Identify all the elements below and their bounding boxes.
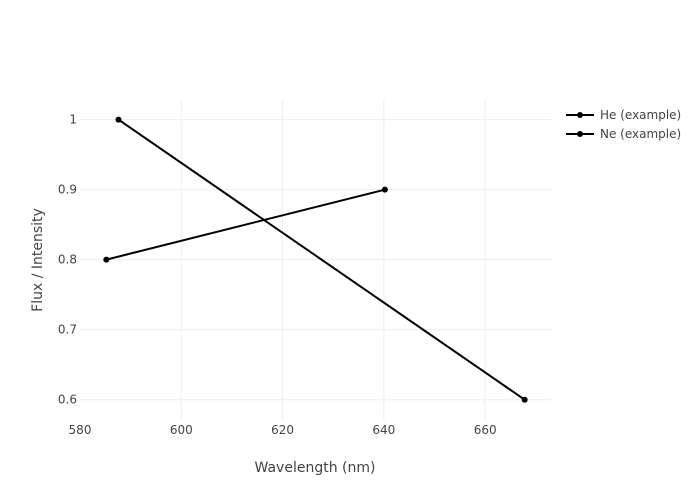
y-axis-title: Flux / Intensity — [30, 208, 46, 312]
x-tick-label: 640 — [372, 423, 395, 437]
y-axis-ticks: 0.6 0.7 0.8 0.9 1 — [58, 113, 77, 407]
series-line-2 — [106, 188, 386, 261]
y-tick-label: 0.8 — [58, 253, 77, 267]
y-tick-label: 0.7 — [58, 323, 77, 337]
y-tick-label: 0.6 — [58, 393, 77, 407]
x-axis-title: Wavelength (nm) — [255, 460, 376, 476]
legend: He (example) Ne (example) — [566, 108, 681, 141]
x-tick-label: 580 — [69, 423, 92, 437]
series-line-1 — [117, 118, 526, 401]
x-tick-label: 660 — [474, 423, 497, 437]
legend-entry-label: He (example) — [600, 108, 681, 122]
series-1-point — [521, 396, 528, 403]
x-axis-ticks: 580 600 620 640 660 — [69, 423, 497, 437]
legend-swatch-marker — [577, 131, 583, 137]
x-tick-label: 600 — [170, 423, 193, 437]
series-2-point — [103, 256, 110, 263]
grid-lines — [80, 100, 551, 420]
series-2-point — [381, 186, 388, 193]
y-tick-label: 1 — [69, 113, 77, 127]
x-tick-label: 620 — [271, 423, 294, 437]
series-layer — [103, 116, 528, 403]
legend-entry-label: Ne (example) — [600, 127, 681, 141]
legend-swatch-marker — [577, 112, 583, 118]
series-1-point — [115, 116, 122, 123]
y-tick-label: 0.9 — [58, 183, 77, 197]
